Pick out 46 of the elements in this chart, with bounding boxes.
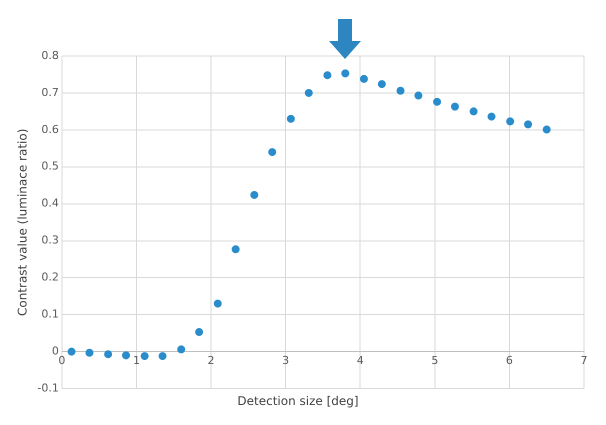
point bbox=[360, 74, 368, 83]
point bbox=[268, 148, 276, 156]
point bbox=[286, 114, 295, 123]
y-tick-label: 0.5 bbox=[41, 160, 59, 173]
point bbox=[195, 328, 204, 336]
y-tick-label: 0.3 bbox=[41, 234, 59, 247]
y-tick-label: 0.7 bbox=[41, 86, 59, 99]
point bbox=[396, 86, 405, 95]
x-tick-label: 5 bbox=[431, 354, 438, 368]
point bbox=[158, 352, 167, 360]
x-tick-label: 2 bbox=[208, 354, 215, 368]
point bbox=[122, 351, 130, 360]
y-tick-label: 0.6 bbox=[41, 122, 59, 136]
point bbox=[414, 92, 422, 100]
point bbox=[542, 126, 551, 134]
point bbox=[177, 345, 186, 354]
x-axis-title: Detection size [deg] bbox=[237, 394, 359, 408]
y-tick-label: -0.1 bbox=[37, 381, 59, 394]
y-tick-label: 0 bbox=[52, 344, 59, 358]
y-axis-title: Contrast value (luminace ratio) bbox=[15, 128, 30, 316]
x-tick-label: 3 bbox=[282, 354, 290, 368]
y-tick-label: 0.1 bbox=[41, 308, 59, 321]
point bbox=[488, 112, 496, 121]
point bbox=[250, 190, 258, 199]
point bbox=[433, 98, 442, 106]
point bbox=[68, 348, 76, 356]
x-tick-label: 1 bbox=[132, 354, 140, 368]
point bbox=[378, 80, 386, 88]
point bbox=[214, 300, 222, 308]
point bbox=[232, 245, 240, 254]
point bbox=[470, 107, 478, 116]
x-tick-label: 4 bbox=[356, 354, 364, 368]
point bbox=[85, 348, 94, 357]
point bbox=[304, 88, 313, 97]
y-tick-label: 0.8 bbox=[41, 48, 59, 62]
point bbox=[506, 117, 514, 126]
x-tick-label: 7 bbox=[580, 354, 588, 368]
point bbox=[341, 69, 350, 78]
x-tick-label: 6 bbox=[506, 354, 513, 368]
point bbox=[524, 120, 532, 128]
point bbox=[450, 102, 459, 111]
point bbox=[140, 352, 149, 360]
y-tick-label: 0.4 bbox=[41, 196, 59, 210]
point bbox=[323, 71, 332, 80]
point bbox=[104, 350, 112, 358]
y-tick-label: 0.2 bbox=[41, 270, 59, 284]
